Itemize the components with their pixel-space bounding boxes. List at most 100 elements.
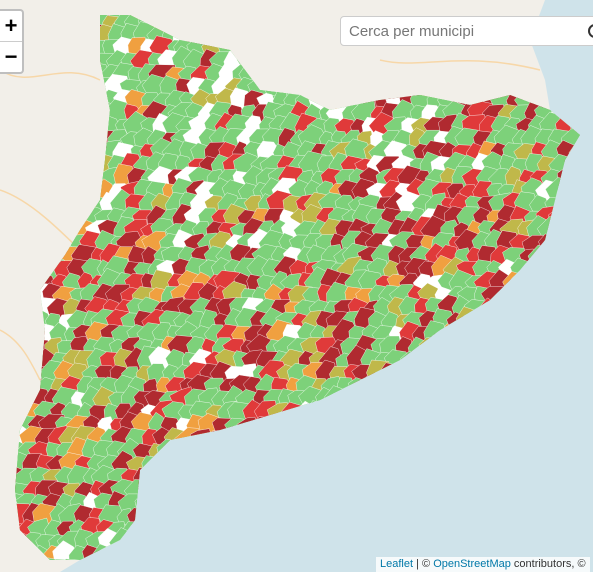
municipality[interactable] xyxy=(248,24,276,49)
municipality[interactable] xyxy=(296,0,328,26)
municipality[interactable] xyxy=(33,86,60,112)
municipality[interactable] xyxy=(13,309,43,335)
municipality[interactable] xyxy=(9,190,35,217)
municipality[interactable] xyxy=(334,63,358,88)
municipality[interactable] xyxy=(294,62,323,87)
municipality[interactable] xyxy=(7,219,33,242)
municipality[interactable] xyxy=(45,156,64,177)
municipality[interactable] xyxy=(445,73,469,102)
municipality[interactable] xyxy=(13,123,41,156)
municipality[interactable] xyxy=(56,52,78,70)
municipality[interactable] xyxy=(85,111,111,140)
municipality[interactable] xyxy=(236,26,260,47)
municipality[interactable] xyxy=(261,0,290,26)
municipality[interactable] xyxy=(14,334,38,361)
municipality[interactable] xyxy=(208,0,235,22)
municipality[interactable] xyxy=(31,233,51,256)
municipality[interactable] xyxy=(172,0,194,23)
municipality[interactable] xyxy=(9,300,30,321)
municipality[interactable] xyxy=(55,153,79,179)
municipality[interactable] xyxy=(32,33,60,65)
municipality[interactable] xyxy=(285,66,302,85)
municipality[interactable] xyxy=(7,88,37,115)
municipality[interactable] xyxy=(30,127,54,152)
municipality[interactable] xyxy=(54,128,79,152)
municipality[interactable] xyxy=(312,24,341,52)
municipality[interactable] xyxy=(44,77,66,98)
municipality[interactable] xyxy=(5,387,28,414)
municipality[interactable] xyxy=(395,78,416,98)
search-box[interactable]: Cerca per municipi xyxy=(340,16,593,46)
municipality[interactable] xyxy=(290,0,314,23)
municipality[interactable] xyxy=(472,79,491,98)
municipality[interactable] xyxy=(51,144,71,162)
municipality[interactable] xyxy=(51,102,79,126)
municipality[interactable] xyxy=(317,79,338,98)
municipality[interactable] xyxy=(28,51,52,73)
municipality[interactable] xyxy=(0,540,31,570)
municipality[interactable] xyxy=(13,258,45,284)
municipality[interactable] xyxy=(320,65,343,86)
municipality[interactable] xyxy=(440,66,461,84)
municipality[interactable] xyxy=(4,181,27,202)
municipality[interactable] xyxy=(10,559,32,572)
municipality[interactable] xyxy=(71,139,100,167)
municipality[interactable] xyxy=(20,8,48,39)
municipality[interactable] xyxy=(61,40,82,60)
municipality[interactable] xyxy=(290,26,309,46)
municipality[interactable] xyxy=(215,13,243,33)
municipality[interactable] xyxy=(3,205,28,232)
zoom-out-button[interactable]: − xyxy=(0,41,22,72)
municipality[interactable] xyxy=(321,89,343,110)
municipality[interactable] xyxy=(313,48,343,75)
municipality[interactable] xyxy=(430,75,458,100)
municipality[interactable] xyxy=(68,73,96,101)
municipality[interactable] xyxy=(44,35,74,61)
municipality[interactable] xyxy=(460,50,480,75)
municipality[interactable] xyxy=(295,14,320,35)
municipality[interactable] xyxy=(310,38,331,58)
municipality[interactable] xyxy=(1,357,30,386)
municipality[interactable] xyxy=(44,113,75,140)
municipality[interactable] xyxy=(159,0,186,24)
municipality[interactable] xyxy=(339,49,369,79)
municipality[interactable] xyxy=(398,65,423,86)
municipality[interactable] xyxy=(29,115,59,140)
municipality[interactable] xyxy=(10,274,33,294)
municipality[interactable] xyxy=(74,40,98,61)
municipality[interactable] xyxy=(44,183,65,204)
municipality[interactable] xyxy=(308,14,330,32)
municipality[interactable] xyxy=(413,64,434,86)
municipality[interactable] xyxy=(281,13,308,34)
municipality[interactable] xyxy=(316,0,337,22)
municipality[interactable] xyxy=(67,128,90,152)
municipality[interactable] xyxy=(2,284,26,309)
municipality[interactable] xyxy=(10,325,30,348)
municipality[interactable] xyxy=(23,90,43,112)
leaflet-link[interactable]: Leaflet xyxy=(380,558,414,570)
municipality[interactable] xyxy=(147,3,168,19)
municipality[interactable] xyxy=(269,40,290,58)
municipality[interactable] xyxy=(20,320,47,347)
municipality[interactable] xyxy=(6,259,23,279)
municipality[interactable] xyxy=(252,37,279,64)
municipality[interactable] xyxy=(39,49,64,73)
municipality[interactable] xyxy=(202,12,227,34)
municipality[interactable] xyxy=(42,0,64,18)
municipality[interactable] xyxy=(36,244,57,269)
municipality[interactable] xyxy=(361,65,383,84)
municipality[interactable] xyxy=(23,222,42,242)
municipality[interactable] xyxy=(5,311,26,334)
municipality[interactable] xyxy=(198,1,221,21)
municipality[interactable] xyxy=(44,24,67,48)
municipality[interactable] xyxy=(5,153,25,179)
municipality[interactable] xyxy=(369,76,390,100)
municipality[interactable] xyxy=(17,207,37,228)
municipality[interactable] xyxy=(257,64,280,88)
municipality[interactable] xyxy=(6,165,36,194)
municipality[interactable] xyxy=(367,51,390,74)
municipality[interactable] xyxy=(277,27,296,47)
municipality[interactable] xyxy=(246,13,266,31)
municipality[interactable] xyxy=(22,556,43,572)
municipality[interactable] xyxy=(477,60,504,88)
